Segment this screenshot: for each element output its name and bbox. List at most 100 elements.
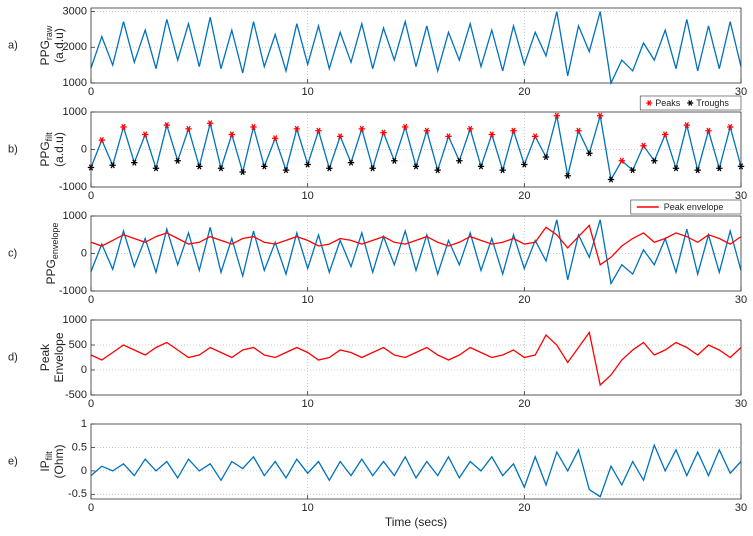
marker — [542, 153, 550, 161]
marker — [196, 163, 203, 170]
x-tick-label: 30 — [735, 294, 747, 306]
marker — [488, 131, 496, 138]
marker — [672, 165, 680, 172]
plot-area — [91, 320, 741, 395]
x-tick-label: 10 — [302, 294, 314, 306]
signal-line — [90, 219, 742, 286]
y-tick-label: 0 — [81, 247, 87, 259]
marker — [391, 157, 398, 164]
x-tick-label: 10 — [302, 190, 314, 202]
y-tick-label: -500 — [65, 389, 87, 401]
marker — [282, 167, 290, 174]
marker — [716, 165, 723, 172]
marker — [683, 122, 691, 129]
y-label-text: PPG — [38, 141, 52, 166]
signal-line — [90, 443, 742, 498]
marker — [315, 127, 322, 134]
legend-label: Troughs — [696, 98, 729, 108]
x-tick-label: 0 — [88, 502, 94, 514]
x-tick-label: 0 — [88, 398, 94, 410]
marker — [293, 125, 301, 132]
plot-area — [91, 8, 741, 83]
legend-box — [630, 199, 742, 215]
marker — [726, 123, 734, 131]
marker — [185, 125, 192, 132]
x-tick-label: 30 — [735, 502, 747, 514]
x-tick-label: 10 — [302, 502, 314, 514]
marker — [109, 162, 116, 169]
signal-line — [90, 224, 742, 266]
marker — [304, 161, 311, 168]
legend-marker — [646, 100, 653, 106]
y-label-text: PPG — [38, 40, 52, 65]
marker — [477, 163, 485, 170]
marker — [174, 157, 181, 164]
marker — [358, 125, 366, 132]
y-tick-label: 500 — [69, 339, 87, 351]
y-tick-label: 0 — [81, 465, 87, 477]
x-tick-label: 20 — [518, 294, 530, 306]
marker — [510, 127, 517, 134]
marker — [250, 123, 257, 131]
marker — [521, 161, 528, 168]
marker — [336, 133, 344, 140]
marker — [434, 167, 441, 174]
marker — [564, 172, 571, 179]
marker — [629, 167, 636, 174]
marker — [651, 157, 658, 164]
marker — [228, 131, 236, 138]
marker — [553, 112, 561, 119]
marker — [369, 165, 376, 172]
y-tick-label: 0 — [81, 143, 87, 155]
axes-box — [90, 423, 742, 500]
marker — [380, 129, 387, 136]
x-tick-label: 20 — [518, 502, 530, 514]
marker — [412, 163, 420, 170]
y-tick-label: 1000 — [63, 314, 87, 326]
x-tick-label: 20 — [518, 190, 530, 202]
marker — [531, 133, 539, 140]
x-tick-label: 20 — [518, 86, 530, 98]
axes-box — [90, 215, 742, 292]
marker — [206, 120, 214, 127]
marker — [423, 127, 431, 134]
y-label-subscript: raw — [44, 25, 54, 40]
y-tick-label: 2000 — [63, 41, 87, 53]
marker — [401, 123, 409, 131]
y-axis-label-line2: Envelope — [52, 332, 66, 382]
axes-box — [90, 319, 742, 396]
y-axis-label: IPfilt — [38, 451, 54, 472]
y-label-text: IP — [38, 460, 52, 471]
legend: Peak envelope — [630, 199, 742, 215]
marker — [586, 150, 593, 157]
y-tick-label: 1000 — [63, 210, 87, 222]
x-tick-label: 10 — [302, 86, 314, 98]
x-tick-label: 10 — [302, 398, 314, 410]
y-axis-label-line2: (a.d.u) — [52, 132, 66, 167]
x-axis-label: Time (secs) — [385, 515, 447, 529]
axes-box — [90, 111, 742, 188]
marker — [152, 165, 160, 172]
y-tick-label: 1 — [81, 418, 87, 430]
marker — [326, 165, 333, 172]
signal-line — [90, 11, 742, 86]
y-label-subscript: envelope — [50, 223, 60, 260]
marker — [217, 165, 225, 172]
y-tick-label: -1000 — [59, 285, 87, 297]
y-tick-label: 1000 — [63, 77, 87, 89]
x-tick-label: 0 — [88, 86, 94, 98]
panel-label: b) — [8, 143, 18, 155]
y-axis-label: PPGraw — [38, 25, 54, 65]
y-tick-label: 3000 — [63, 5, 87, 17]
legend-marker — [687, 100, 694, 106]
marker — [261, 163, 268, 170]
panel-label: c) — [8, 247, 17, 259]
x-tick-label: 30 — [735, 190, 747, 202]
y-tick-label: 1000 — [63, 106, 87, 118]
y-tick-label: -1000 — [59, 181, 87, 193]
marker — [618, 157, 626, 164]
marker — [596, 112, 604, 119]
y-label-text: Peak — [38, 343, 52, 371]
marker — [466, 125, 474, 132]
